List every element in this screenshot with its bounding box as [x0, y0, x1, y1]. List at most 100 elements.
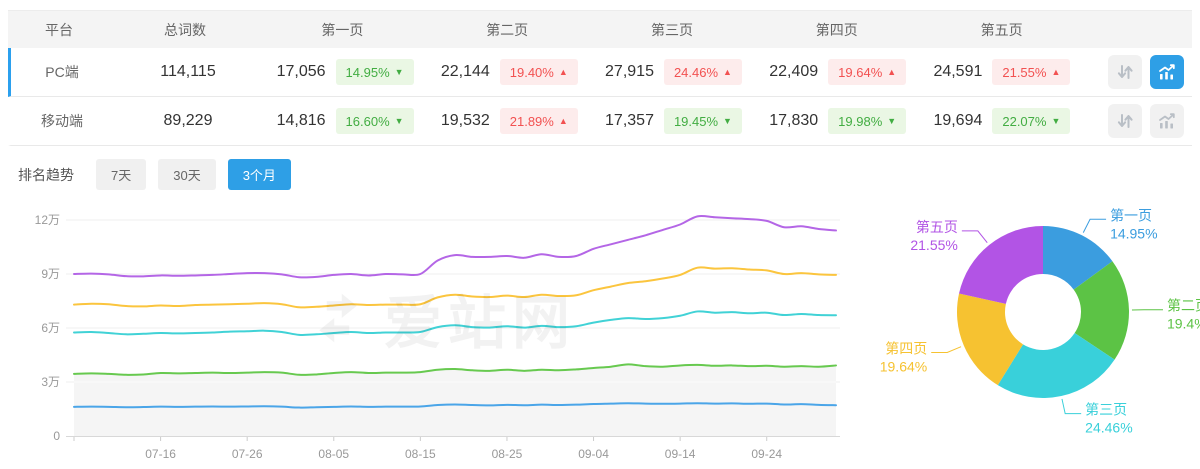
- sort-button[interactable]: [1108, 104, 1143, 138]
- x-tick-label: 07-26: [232, 447, 263, 461]
- header-total-words: 总词数: [164, 21, 206, 38]
- page5-count: 19,694: [933, 112, 983, 129]
- donut-slice[interactable]: [1073, 261, 1129, 360]
- platform-label: PC端: [45, 64, 79, 80]
- y-tick-label: 3万: [41, 375, 60, 389]
- sort-button[interactable]: [1108, 55, 1143, 89]
- page3-count: 17,357: [605, 112, 654, 129]
- page2-change-badge: 19.40%: [499, 59, 578, 85]
- x-tick-label: 07-16: [145, 447, 176, 461]
- page5-cell: 24,591 21.55%: [920, 59, 1084, 85]
- table-row-mobile[interactable]: 移动端 89,229 14,816 16.60% 19,532 21.89% 1…: [8, 97, 1192, 146]
- page3-cell: 27,915 24.46%: [591, 59, 755, 85]
- page3-cell: 17,357 19.45%: [591, 108, 755, 134]
- header-page1: 第一页: [321, 21, 364, 38]
- show-trend-chart-button[interactable]: [1150, 104, 1185, 138]
- trend-arrow-icon: [1051, 117, 1060, 126]
- page4-count: 17,830: [769, 112, 819, 129]
- trend-line: [73, 266, 837, 309]
- page2-count: 22,144: [440, 63, 490, 80]
- x-tick-label: 09-04: [578, 447, 609, 461]
- trend-line: [73, 310, 837, 336]
- donut-slice[interactable]: [957, 293, 1024, 386]
- page1-count: 14,816: [276, 112, 326, 129]
- keyword-table: 平台 总词数 第一页 第二页 第三页 第四页 第五页 PC端 114,115 1…: [8, 10, 1192, 146]
- label-leader-line: [931, 346, 962, 354]
- total-words-value: 114,115: [160, 63, 216, 80]
- y-tick-label: 9万: [41, 267, 60, 281]
- donut-slice[interactable]: [1043, 226, 1113, 290]
- header-page5: 第五页: [980, 21, 1023, 38]
- x-tick-label: 08-15: [405, 447, 436, 461]
- label-leader-line: [961, 230, 988, 243]
- sort-arrows-icon: [1117, 65, 1133, 79]
- page3-change-badge: 24.46%: [663, 59, 742, 85]
- x-tick-label: 09-24: [751, 447, 782, 461]
- trend-arrow-icon: [887, 68, 896, 77]
- donut-slice[interactable]: [997, 333, 1115, 398]
- page3-count: 27,915: [605, 63, 654, 80]
- page4-count: 22,409: [769, 63, 819, 80]
- y-tick-label: 6万: [41, 321, 60, 335]
- header-page3: 第三页: [650, 21, 693, 38]
- page5-cell: 19,694 22.07%: [920, 108, 1084, 134]
- trend-arrow-icon: [1051, 68, 1060, 77]
- page4-cell: 17,830 19.98%: [756, 108, 920, 134]
- trend-line: [73, 214, 837, 279]
- page2-change-badge: 21.89%: [499, 108, 578, 134]
- page5-change-badge: 21.55%: [992, 59, 1071, 85]
- trend-line: [73, 402, 837, 409]
- page1-count: 17,056: [276, 63, 326, 80]
- page2-count: 19,532: [440, 112, 490, 129]
- page5-count: 24,591: [933, 63, 983, 80]
- donut-label: 第一页 14.95%: [1110, 207, 1157, 241]
- page4-cell: 22,409 19.64%: [756, 59, 920, 85]
- page1-change-badge: 14.95%: [335, 59, 414, 85]
- trend-arrow-icon: [395, 117, 404, 126]
- x-tick-label: 08-25: [492, 447, 523, 461]
- header-page4: 第四页: [815, 21, 858, 38]
- header-page2: 第二页: [486, 21, 529, 38]
- trend-section-title: 排名趋势: [18, 166, 74, 183]
- page2-cell: 22,144 19.40%: [427, 59, 591, 85]
- trend-arrow-icon: [723, 68, 732, 77]
- tab-3-months[interactable]: 3个月: [227, 159, 291, 190]
- header-platform: 平台: [45, 21, 73, 38]
- rank-trend-line-chart: 0 3万 6万 9万 12万 07-16 07-26 08-05 08-15 08-25 09-04…: [35, 213, 840, 461]
- donut-label: 第四页 19.64%: [880, 341, 927, 375]
- x-tick-label: 09-14: [665, 447, 696, 461]
- page1-cell: 17,056 14.95%: [263, 59, 427, 85]
- trend-arrow-icon: [887, 117, 896, 126]
- chart-icon: [1159, 64, 1175, 80]
- trend-arrow-icon: [559, 68, 568, 77]
- label-leader-line: [1082, 218, 1107, 233]
- y-tick-label: 0: [53, 429, 60, 443]
- page1-change-badge: 16.60%: [335, 108, 414, 134]
- trend-toolbar: 排名趋势 7天 30天 3个月: [8, 146, 1192, 200]
- donut-label: 第三页 24.46%: [1085, 402, 1132, 436]
- donut-slice[interactable]: [959, 226, 1043, 304]
- donut-label: 第二页19.4%: [1167, 298, 1200, 332]
- page1-cell: 14,816 16.60%: [263, 108, 427, 134]
- chart-icon: [1159, 113, 1175, 129]
- sort-arrows-icon: [1117, 114, 1133, 128]
- x-tick-label: 08-05: [318, 447, 349, 461]
- show-trend-chart-button[interactable]: [1150, 55, 1185, 89]
- trend-arrow-icon: [723, 117, 732, 126]
- trend-arrow-icon: [395, 68, 404, 77]
- page2-cell: 19,532 21.89%: [427, 108, 591, 134]
- page4-change-badge: 19.64%: [828, 59, 907, 85]
- label-leader-line: [1061, 398, 1082, 415]
- table-header-row: 平台 总词数 第一页 第二页 第三页 第四页 第五页: [8, 10, 1192, 48]
- page5-change-badge: 22.07%: [992, 108, 1071, 134]
- table-row-pc[interactable]: PC端 114,115 17,056 14.95% 22,144 19.40% …: [8, 48, 1192, 97]
- trend-line-chart-wrap: 爱站网 0 3万 6万 9万 12万 07-16 07-26 08-05 08-15 08-25 0…: [8, 200, 852, 469]
- page4-change-badge: 19.98%: [828, 108, 907, 134]
- tab-7-days[interactable]: 7天: [96, 159, 147, 190]
- donut-label: 第五页 21.55%: [910, 219, 957, 253]
- tab-30-days[interactable]: 30天: [158, 159, 216, 190]
- charts-area: 爱站网 0 3万 6万 9万 12万 07-16 07-26 08-05 08-15 08-25 0…: [8, 200, 1200, 469]
